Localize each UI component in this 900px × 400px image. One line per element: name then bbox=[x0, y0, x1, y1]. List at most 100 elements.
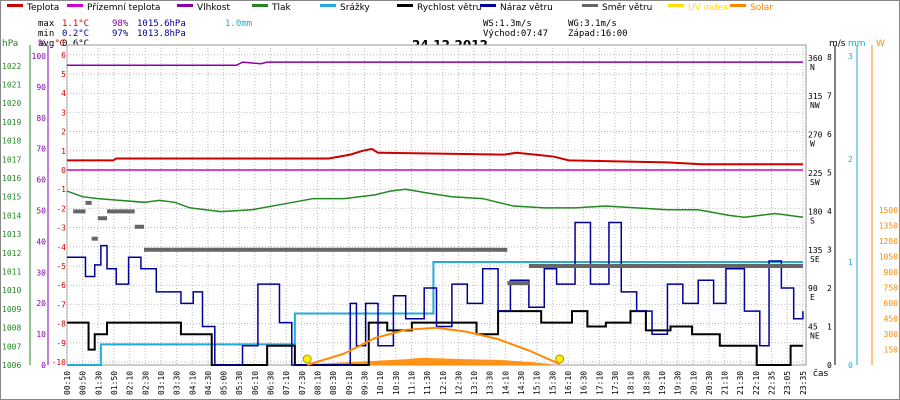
unit-pct: % bbox=[38, 39, 47, 49]
pct-tick: 90 bbox=[36, 83, 46, 92]
hpa-tick: 1013 bbox=[2, 230, 21, 239]
x-tick-label: 15:10 bbox=[533, 371, 542, 395]
celsius-tick: -7 bbox=[56, 300, 66, 309]
celsius-tick: 1 bbox=[61, 147, 66, 156]
legend-swatch bbox=[730, 4, 746, 7]
pct-tick: 0 bbox=[41, 361, 46, 370]
hpa-tick: 1016 bbox=[2, 174, 21, 183]
legend-label: Náraz větru bbox=[500, 3, 553, 13]
x-tick-label: 09:10 bbox=[345, 371, 354, 395]
w-tick: 1500 bbox=[879, 206, 898, 215]
legend-swatch bbox=[582, 4, 598, 7]
x-tick-label: 05:30 bbox=[235, 371, 244, 395]
w-tick: 1050 bbox=[879, 252, 898, 261]
w-tick: 150 bbox=[884, 345, 899, 354]
pct-tick: 60 bbox=[36, 176, 46, 185]
dir-letter: E bbox=[810, 293, 815, 302]
mm-tick: 3 bbox=[848, 52, 853, 61]
hpa-tick: 1021 bbox=[2, 81, 21, 90]
x-tick-label: 23:35 bbox=[799, 371, 808, 395]
x-tick-label: 07:30 bbox=[298, 371, 307, 395]
stat-wg: WG:3.1m/s bbox=[568, 19, 617, 29]
x-tick-label: 04:30 bbox=[204, 371, 213, 395]
dir-letter: W bbox=[810, 140, 815, 149]
hpa-tick: 1009 bbox=[2, 305, 21, 314]
series-line bbox=[67, 310, 803, 366]
stat-min-temp: 0.2°C bbox=[62, 29, 90, 39]
x-tick-label: 11:30 bbox=[423, 371, 432, 395]
w-tick: 1200 bbox=[879, 237, 898, 246]
dir-letter: N bbox=[810, 63, 815, 72]
x-tick-label: 12:30 bbox=[454, 371, 463, 395]
x-tick-label: 17:30 bbox=[611, 371, 620, 395]
x-tick-label: 05:00 bbox=[220, 371, 229, 395]
pct-tick: 50 bbox=[36, 207, 46, 216]
celsius-tick: -2 bbox=[56, 204, 66, 213]
stat-max-temp: 1.1°C bbox=[62, 19, 90, 29]
mm-tick: 0 bbox=[848, 361, 853, 370]
pct-tick: 30 bbox=[36, 268, 46, 277]
celsius-tick: 4 bbox=[61, 89, 66, 98]
x-tick-label: 14:30 bbox=[517, 371, 526, 395]
dir-tick: 270 bbox=[808, 131, 823, 140]
axis-time-label: čas bbox=[813, 369, 829, 379]
dir-tick: 360 bbox=[808, 54, 823, 63]
ms-tick: 8 bbox=[827, 53, 832, 62]
celsius-tick: 5 bbox=[61, 70, 66, 79]
celsius-tick: -3 bbox=[56, 224, 66, 233]
stat-max-hum: 98% bbox=[112, 19, 129, 29]
x-tick-label: 13:30 bbox=[486, 371, 495, 395]
legend-swatch bbox=[7, 4, 23, 7]
w-tick: 1350 bbox=[879, 221, 898, 230]
legend-label: Teplota bbox=[27, 3, 60, 13]
stat-max-rain: 1.0mm bbox=[225, 19, 253, 29]
ms-tick: 0 bbox=[827, 361, 832, 370]
x-tick-label: 11:10 bbox=[407, 371, 416, 395]
x-tick-label: 08:30 bbox=[329, 371, 338, 395]
ms-tick: 5 bbox=[827, 169, 832, 178]
series-line bbox=[67, 61, 803, 67]
series-line bbox=[66, 188, 804, 219]
legend-swatch bbox=[320, 4, 336, 7]
legend-swatch bbox=[67, 4, 83, 7]
x-tick-label: 16:10 bbox=[564, 371, 573, 395]
hpa-tick: 1006 bbox=[2, 361, 21, 370]
x-tick-label: 18:10 bbox=[627, 371, 636, 395]
series-line bbox=[67, 261, 803, 366]
ms-tick: 3 bbox=[827, 246, 832, 255]
stat-min-hum: 97% bbox=[112, 29, 129, 39]
dir-tick: 45 bbox=[808, 323, 818, 332]
legend-label: Tlak bbox=[272, 3, 291, 13]
unit-mm: mm bbox=[848, 39, 866, 49]
series-line bbox=[67, 147, 803, 166]
pct-tick: 40 bbox=[36, 237, 46, 246]
x-tick-label: 19:10 bbox=[658, 371, 667, 395]
unit-celsius: °C bbox=[55, 39, 66, 49]
hpa-tick: 1012 bbox=[2, 249, 21, 258]
x-tick-label: 22:35 bbox=[768, 371, 777, 395]
stat-sunset: Západ:16:00 bbox=[568, 29, 628, 39]
x-tick-label: 10:10 bbox=[376, 371, 385, 395]
x-tick-label: 03:30 bbox=[173, 371, 182, 395]
celsius-tick: 3 bbox=[61, 108, 66, 117]
x-tick-label: 19:30 bbox=[674, 371, 683, 395]
celsius-tick: 2 bbox=[61, 128, 66, 137]
pct-tick: 70 bbox=[36, 145, 46, 154]
celsius-tick: -9 bbox=[56, 339, 66, 348]
stat-min-label: min bbox=[38, 29, 55, 39]
x-tick-label: 06:10 bbox=[251, 371, 260, 395]
x-tick-label: 07:10 bbox=[282, 371, 291, 395]
unit-ms: m/s bbox=[829, 39, 846, 49]
hpa-tick: 1011 bbox=[2, 268, 21, 277]
stat-sunrise: Východ:07:47 bbox=[483, 29, 549, 39]
x-tick-label: 21:30 bbox=[736, 371, 745, 395]
celsius-tick: -6 bbox=[56, 281, 66, 290]
legend-swatch bbox=[668, 4, 684, 7]
mm-tick: 2 bbox=[848, 155, 853, 164]
x-tick-label: 08:10 bbox=[314, 371, 323, 395]
x-tick-label: 06:30 bbox=[267, 371, 276, 395]
pct-tick: 10 bbox=[36, 330, 46, 339]
unit-w: W bbox=[876, 39, 885, 49]
ms-tick: 7 bbox=[827, 92, 832, 101]
